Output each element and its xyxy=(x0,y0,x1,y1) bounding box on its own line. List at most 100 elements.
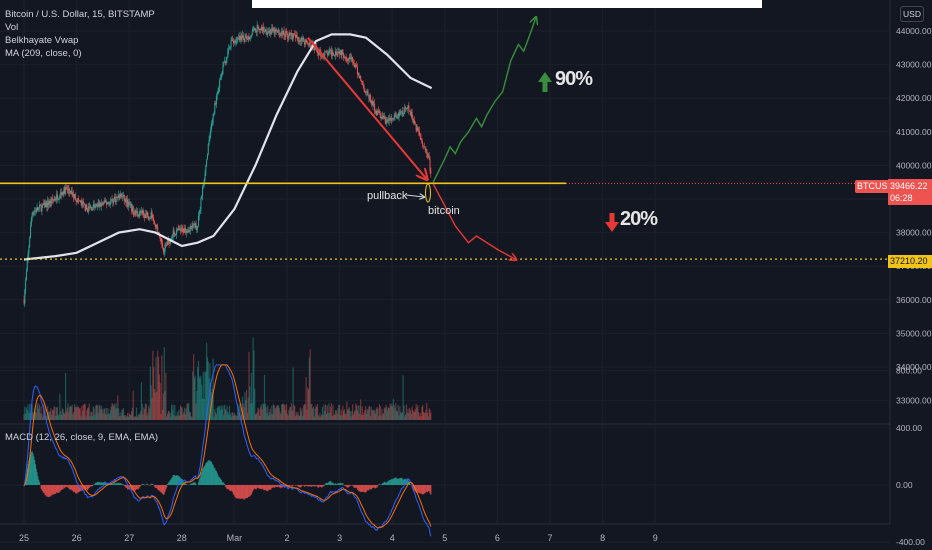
candle-body xyxy=(356,66,358,75)
candle-body xyxy=(145,214,147,215)
macd-histogram-bar xyxy=(230,485,232,491)
volume-bar xyxy=(68,411,70,420)
macd-histogram-bar xyxy=(189,484,191,485)
macd-histogram-bar xyxy=(185,484,187,485)
volume-bar xyxy=(65,411,67,420)
candle-body xyxy=(160,238,162,242)
candle-body xyxy=(175,234,177,236)
volume-bar xyxy=(173,415,175,420)
macd-histogram-bar xyxy=(68,485,70,489)
volume-bar xyxy=(124,415,126,420)
macd-histogram-bar xyxy=(337,483,339,485)
macd-histogram-bar xyxy=(289,485,291,487)
macd-histogram-bar xyxy=(86,485,88,490)
candle-body xyxy=(361,81,363,82)
price-tick-label: 34000.00 xyxy=(896,362,932,372)
candle-body xyxy=(172,230,174,237)
candle-body xyxy=(29,238,31,247)
macd-histogram-bar xyxy=(228,485,231,491)
macd-histogram-bar xyxy=(220,479,222,485)
volume-bar xyxy=(326,405,328,420)
candle-body xyxy=(25,271,27,281)
macd-histogram-bar xyxy=(223,482,225,485)
macd-histogram-bar xyxy=(51,485,54,495)
macd-histogram-bar xyxy=(94,483,96,485)
candle-body xyxy=(204,174,206,181)
volume-bar xyxy=(210,383,212,420)
candle-body xyxy=(39,205,41,206)
up-percent-label[interactable]: 90% xyxy=(555,68,593,90)
volume-bar xyxy=(95,405,97,420)
candle-body xyxy=(306,41,308,43)
volume-bar xyxy=(356,410,359,420)
volume-bar xyxy=(113,406,115,420)
volume-bar xyxy=(340,409,342,420)
macd-histogram-bar xyxy=(135,485,138,490)
macd-histogram-bar xyxy=(182,481,184,485)
candle-body xyxy=(336,54,338,56)
down-percent-label[interactable]: 20% xyxy=(620,208,658,230)
volume-bar xyxy=(417,405,419,420)
candle-body xyxy=(309,42,311,46)
candle-body xyxy=(166,239,168,246)
candle-body xyxy=(184,228,186,234)
candle-body xyxy=(126,199,128,203)
volume-bar xyxy=(334,410,337,420)
candle-body xyxy=(255,31,257,33)
candle-body xyxy=(108,202,110,204)
volume-bar xyxy=(288,410,290,420)
currency-badge[interactable]: USD xyxy=(900,6,924,22)
macd-histogram-bar xyxy=(270,485,272,490)
volume-bar xyxy=(402,375,404,420)
legend-title[interactable]: Bitcoin / U.S. Dollar, 15, BITSTAMP xyxy=(5,9,155,20)
macd-histogram-bar xyxy=(291,485,293,487)
volume-bar xyxy=(287,415,289,420)
macd-histogram-bar xyxy=(64,485,66,489)
macd-histogram-bar xyxy=(273,485,275,488)
candle-body xyxy=(318,51,320,56)
bitcoin-label[interactable]: bitcoin xyxy=(428,205,460,217)
legend-vwap[interactable]: Belkhayate Vwap xyxy=(5,35,79,46)
candle-body xyxy=(409,111,411,116)
candle-body xyxy=(234,40,236,43)
macd-histogram-bar xyxy=(161,485,163,493)
candle-body xyxy=(402,113,404,115)
pullback-label[interactable]: pullback xyxy=(367,190,408,202)
candle-body xyxy=(25,280,27,291)
macd-histogram-bar xyxy=(325,482,328,485)
candle-body xyxy=(124,199,126,202)
volume-bar xyxy=(25,407,28,420)
volume-bar xyxy=(232,415,235,420)
volume-bar xyxy=(341,415,343,420)
volume-bar xyxy=(349,411,351,420)
volume-bar xyxy=(290,406,292,420)
volume-bar xyxy=(110,406,112,420)
candle-body xyxy=(109,200,111,205)
price-tick-label: 33000.00 xyxy=(896,396,932,406)
volume-bar xyxy=(419,413,421,420)
macd-histogram-bar xyxy=(208,460,210,485)
volume-bar xyxy=(285,403,288,420)
macd-histogram-bar xyxy=(31,451,33,485)
candle-body xyxy=(376,110,378,115)
legend-ma[interactable]: MA (209, close, 0) xyxy=(5,48,82,59)
macd-histogram-bar xyxy=(38,482,41,485)
volume-bar xyxy=(294,416,297,420)
volume-bar xyxy=(153,366,155,420)
candle-body xyxy=(347,60,349,62)
volume-bar xyxy=(161,355,163,420)
macd-histogram-bar xyxy=(318,485,320,488)
legend-vol[interactable]: Vol xyxy=(5,22,19,33)
candle-body xyxy=(103,201,105,204)
candle-body xyxy=(307,42,309,45)
volume-bar xyxy=(158,374,160,420)
macd-legend[interactable]: MACD (12, 26, close, 9, EMA, EMA) xyxy=(5,432,159,443)
volume-bar xyxy=(215,414,218,420)
macd-histogram-bar xyxy=(47,485,50,498)
volume-bar xyxy=(149,366,151,420)
candle-body xyxy=(338,51,340,53)
candle-body xyxy=(384,116,386,121)
volume-bar xyxy=(273,405,275,420)
candle-body xyxy=(34,210,36,212)
